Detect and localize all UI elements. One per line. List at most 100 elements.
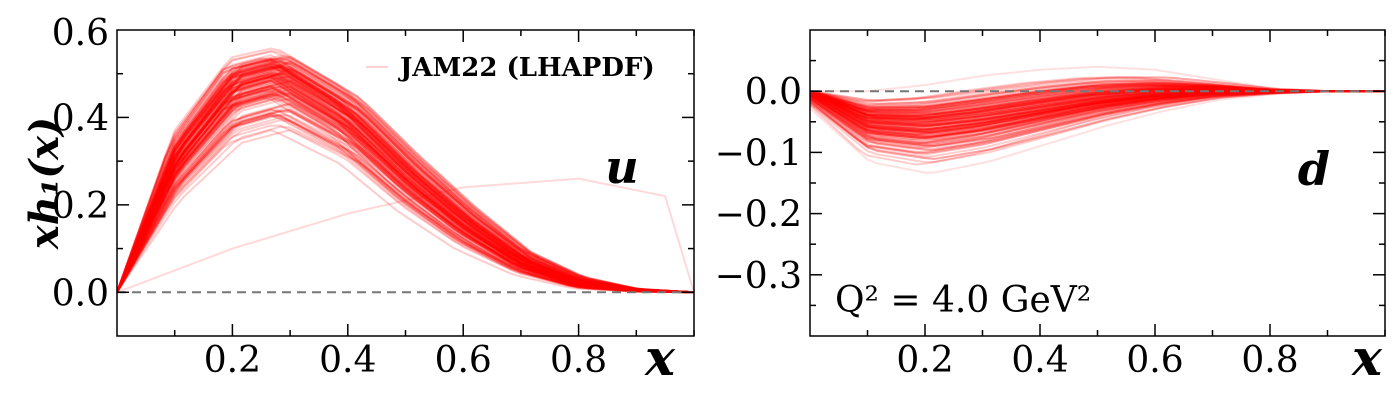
replica-curve <box>117 75 694 294</box>
replica-curve <box>810 90 1385 129</box>
replica-curve <box>810 90 1385 134</box>
replica-curve <box>117 90 694 294</box>
replica-curve <box>810 90 1385 128</box>
replica-curve <box>117 79 694 294</box>
replica-curve <box>117 65 694 294</box>
y-tick-label: 0.2 <box>52 186 109 227</box>
replica-curve <box>117 93 694 294</box>
replica-curve <box>810 76 1385 102</box>
replica-curve <box>117 109 694 294</box>
replica-curve <box>117 87 694 294</box>
replica-curve <box>810 90 1385 143</box>
replica-curve <box>810 90 1385 139</box>
replica-curve <box>117 65 694 294</box>
replica-curve <box>117 93 694 294</box>
replica-curve <box>117 62 694 294</box>
replica-curve <box>810 84 1385 112</box>
replica-curve <box>810 87 1385 119</box>
replica-curve <box>810 81 1385 108</box>
replica-curve <box>117 88 694 294</box>
replica-curve <box>117 94 694 294</box>
replica-curve <box>810 90 1385 127</box>
replica-curve <box>810 90 1385 128</box>
replica-curve <box>117 85 694 294</box>
replica-curve <box>117 72 694 294</box>
replica-curve <box>810 90 1385 132</box>
replica-curve <box>117 63 694 294</box>
replica-curve <box>810 87 1385 118</box>
replica-curve <box>810 90 1385 141</box>
replica-curve <box>810 83 1385 112</box>
replica-curve <box>810 82 1385 109</box>
replica-curves-d <box>810 65 1385 174</box>
replica-curve <box>810 88 1385 121</box>
replica-curve <box>117 80 694 294</box>
panel-label-d: d <box>1298 142 1330 196</box>
ticks-u <box>117 30 695 336</box>
replica-curve <box>810 90 1385 133</box>
replica-curve <box>810 90 1385 156</box>
x-tick-label: 0.6 <box>1126 340 1183 381</box>
replica-curve <box>117 83 694 294</box>
x-tick-label: 0.8 <box>1241 340 1298 381</box>
replica-curve <box>810 90 1385 126</box>
replica-curve <box>810 90 1385 150</box>
replica-curve <box>117 76 694 294</box>
y-tick-label: −0.2 <box>715 195 802 236</box>
x-tick-label: 0.4 <box>1011 340 1068 381</box>
replica-curve <box>810 89 1385 125</box>
replica-curve <box>117 73 694 294</box>
replica-curve <box>810 90 1385 148</box>
replica-curve <box>117 71 694 294</box>
replica-curve <box>117 72 694 294</box>
x-tick-label: 0.8 <box>550 340 607 381</box>
replica-curve <box>810 90 1385 134</box>
replica-curve <box>117 59 694 294</box>
replica-curve <box>810 83 1385 111</box>
replica-curve <box>117 65 694 294</box>
replica-curve <box>117 69 694 294</box>
replica-curve <box>810 88 1385 121</box>
replica-curve <box>810 90 1385 140</box>
replica-curve <box>117 54 694 294</box>
replica-curve <box>117 50 694 294</box>
replica-curve <box>117 110 694 294</box>
replica-curve <box>117 73 694 294</box>
replica-curve <box>810 89 1385 123</box>
replica-curve <box>810 90 1385 133</box>
replica-curve <box>117 65 694 294</box>
replica-curve <box>810 87 1385 116</box>
replica-curve <box>117 63 694 294</box>
replica-curve <box>117 67 694 294</box>
replica-curve <box>810 90 1385 126</box>
replica-curve <box>117 65 694 294</box>
replica-curve <box>117 90 694 294</box>
replica-curve <box>810 85 1385 113</box>
replica-curve <box>117 125 694 294</box>
replica-curve <box>810 78 1385 105</box>
replica-curve <box>810 84 1385 112</box>
replica-curve <box>810 90 1385 152</box>
replica-curve <box>810 79 1385 106</box>
y-tick-label: 0.6 <box>52 13 109 54</box>
replica-curve <box>117 65 694 294</box>
x-tick-label: 0.2 <box>204 340 261 381</box>
replica-curve <box>117 96 694 294</box>
replica-curve <box>810 90 1385 136</box>
replica-curve <box>117 90 694 294</box>
replica-curve <box>810 90 1385 131</box>
replica-curve <box>810 90 1385 132</box>
replica-curve <box>810 88 1385 121</box>
replica-curve <box>810 90 1385 128</box>
x-tick-label: 0.6 <box>435 340 492 381</box>
replica-curve <box>117 73 694 294</box>
panel-u: 0.2 0.4 0.6 0.8 0.0 0.2 0.4 0.6 xh₁(x) x u JAM2… <box>21 13 695 387</box>
panel-label-u: u <box>605 140 638 194</box>
replica-curve <box>810 90 1385 161</box>
replica-curve <box>810 90 1385 166</box>
replica-curve <box>117 60 694 294</box>
replica-curve <box>117 65 694 294</box>
replica-curve <box>117 60 694 294</box>
replica-curve <box>117 96 694 294</box>
